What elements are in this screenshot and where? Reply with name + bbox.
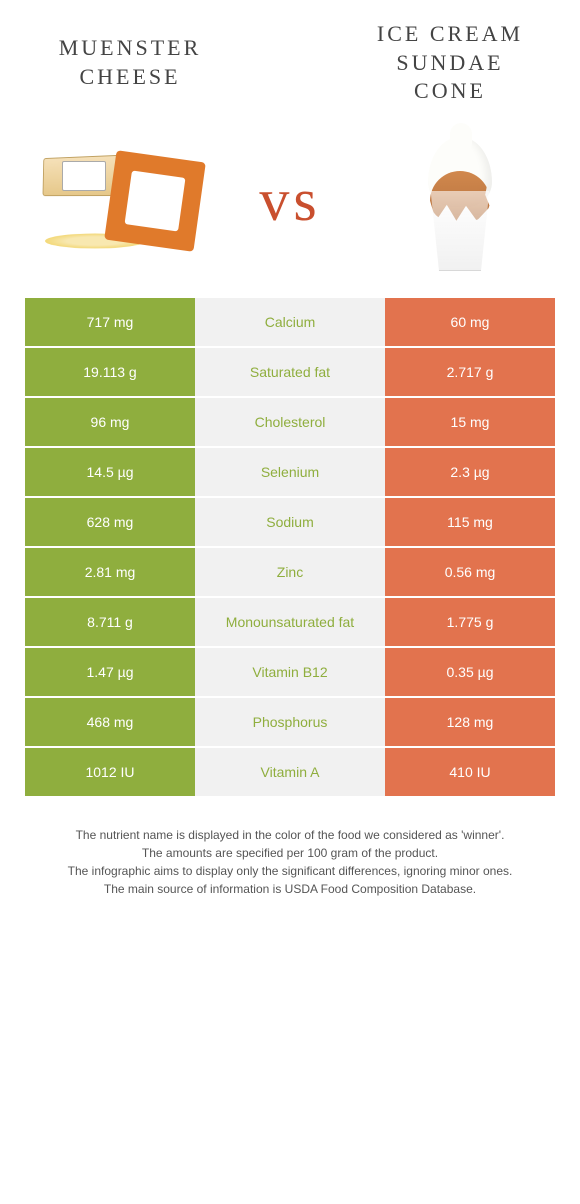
right-value: 128 mg [385, 698, 555, 746]
left-value: 19.113 g [25, 348, 195, 396]
footnote-line: The infographic aims to display only the… [34, 862, 546, 880]
header: Muenster cheese Ice cream sundae cone [0, 0, 580, 116]
table-row: 717 mgCalcium60 mg [25, 298, 555, 348]
nutrient-name: Sodium [195, 498, 385, 546]
right-value: 115 mg [385, 498, 555, 546]
right-value: 60 mg [385, 298, 555, 346]
image-row: vs [0, 116, 580, 296]
cheese-icon [40, 146, 200, 256]
left-value: 1012 IU [25, 748, 195, 796]
nutrient-name: Selenium [195, 448, 385, 496]
sundae-icon [410, 131, 510, 271]
table-row: 19.113 gSaturated fat2.717 g [25, 348, 555, 398]
table-row: 1.47 µgVitamin B120.35 µg [25, 648, 555, 698]
table-row: 96 mgCholesterol15 mg [25, 398, 555, 448]
nutrient-name: Calcium [195, 298, 385, 346]
table-row: 628 mgSodium115 mg [25, 498, 555, 548]
food-image-right [370, 131, 550, 271]
nutrient-name: Vitamin B12 [195, 648, 385, 696]
right-value: 410 IU [385, 748, 555, 796]
left-value: 468 mg [25, 698, 195, 746]
left-value: 628 mg [25, 498, 195, 546]
right-value: 0.35 µg [385, 648, 555, 696]
left-value: 96 mg [25, 398, 195, 446]
nutrient-name: Cholesterol [195, 398, 385, 446]
nutrient-name: Monounsaturated fat [195, 598, 385, 646]
footnote-line: The nutrient name is displayed in the co… [34, 826, 546, 844]
vs-label: vs [259, 166, 320, 235]
food-left-line1: Muenster [59, 35, 202, 60]
table-row: 468 mgPhosphorus128 mg [25, 698, 555, 748]
left-value: 1.47 µg [25, 648, 195, 696]
food-title-right: Ice cream sundae cone [350, 20, 550, 106]
food-left-line2: cheese [79, 64, 180, 89]
right-value: 15 mg [385, 398, 555, 446]
footnote-line: The main source of information is USDA F… [34, 880, 546, 898]
food-right-line2: sundae [396, 50, 503, 75]
food-right-line3: cone [414, 78, 486, 103]
food-image-left [30, 131, 210, 271]
footnotes: The nutrient name is displayed in the co… [0, 798, 580, 922]
nutrient-name: Saturated fat [195, 348, 385, 396]
nutrient-name: Phosphorus [195, 698, 385, 746]
left-value: 717 mg [25, 298, 195, 346]
left-value: 14.5 µg [25, 448, 195, 496]
table-row: 1012 IUVitamin A410 IU [25, 748, 555, 798]
table-row: 8.711 gMonounsaturated fat1.775 g [25, 598, 555, 648]
right-value: 1.775 g [385, 598, 555, 646]
left-value: 8.711 g [25, 598, 195, 646]
left-value: 2.81 mg [25, 548, 195, 596]
food-right-line1: Ice cream [377, 21, 523, 46]
food-title-left: Muenster cheese [30, 34, 230, 91]
table-row: 14.5 µgSelenium2.3 µg [25, 448, 555, 498]
nutrient-name: Zinc [195, 548, 385, 596]
right-value: 0.56 mg [385, 548, 555, 596]
nutrient-name: Vitamin A [195, 748, 385, 796]
nutrient-table: 717 mgCalcium60 mg19.113 gSaturated fat2… [25, 296, 555, 798]
table-row: 2.81 mgZinc0.56 mg [25, 548, 555, 598]
right-value: 2.717 g [385, 348, 555, 396]
footnote-line: The amounts are specified per 100 gram o… [34, 844, 546, 862]
right-value: 2.3 µg [385, 448, 555, 496]
